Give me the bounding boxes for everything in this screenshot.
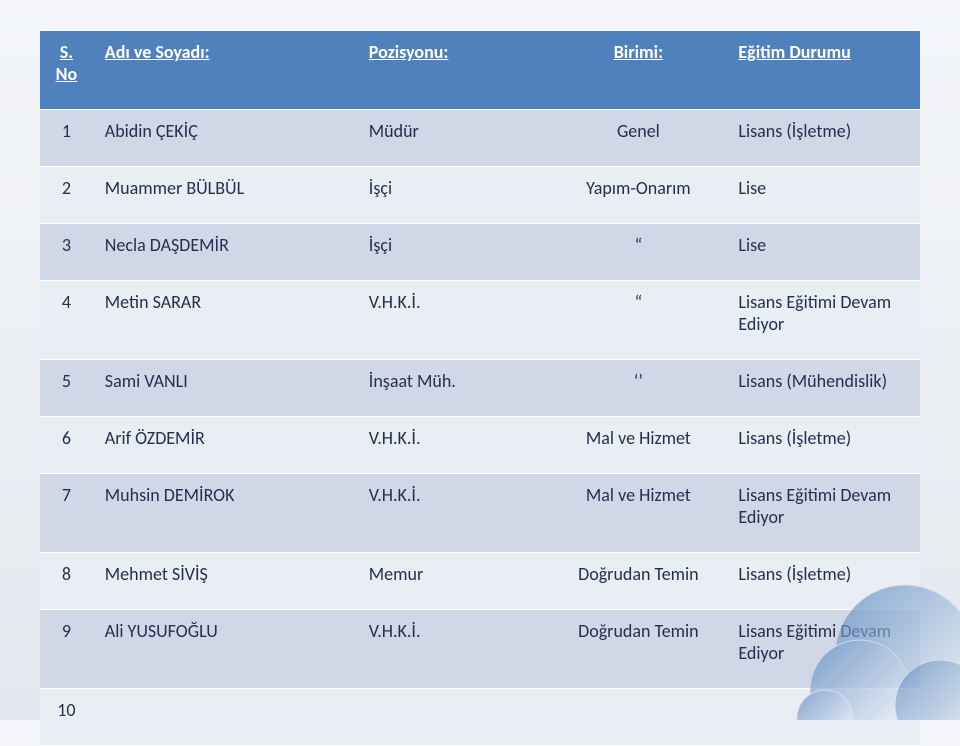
cell-pos: Memur	[357, 553, 551, 610]
col-header-name: Adı ve Soyadı:	[93, 31, 357, 110]
cell-edu: Lisans (Mühendislik)	[726, 360, 920, 417]
table-row: 9Ali YUSUFOĞLUV.H.K.İ.Doğrudan TeminLisa…	[40, 610, 920, 689]
cell-unit: Genel	[550, 110, 726, 167]
cell-unit: Doğrudan Temin	[550, 610, 726, 689]
cell-name: Mehmet SİVİŞ	[93, 553, 357, 610]
table-row: 2Muammer BÜLBÜLİşçiYapım-OnarımLise	[40, 167, 920, 224]
cell-name: Ali YUSUFOĞLU	[93, 610, 357, 689]
personnel-table: S. No Adı ve Soyadı: Pozisyonu: Birimi: …	[40, 30, 920, 746]
cell-no: 7	[40, 474, 93, 553]
cell-no: 5	[40, 360, 93, 417]
cell-name: Necla DAŞDEMİR	[93, 224, 357, 281]
cell-no: 1	[40, 110, 93, 167]
cell-edu: Lisans Eğitimi Devam Ediyor	[726, 281, 920, 360]
cell-pos: İnşaat Müh.	[357, 360, 551, 417]
cell-name: Muhsin DEMİROK	[93, 474, 357, 553]
cell-pos	[357, 689, 551, 746]
cell-edu: Lisans Eğitimi Devam Ediyor	[726, 610, 920, 689]
table-row: 4Metin SARARV.H.K.İ.“Lisans Eğitimi Deva…	[40, 281, 920, 360]
cell-no: 10	[40, 689, 93, 746]
cell-name	[93, 689, 357, 746]
table-row: 5Sami VANLIİnşaat Müh.‘’Lisans (Mühendis…	[40, 360, 920, 417]
cell-unit	[550, 689, 726, 746]
col-header-unit: Birimi:	[550, 31, 726, 110]
cell-pos: Müdür	[357, 110, 551, 167]
table-body: 1Abidin ÇEKİÇMüdürGenelLisans (İşletme)2…	[40, 110, 920, 746]
table-row: 10	[40, 689, 920, 746]
cell-name: Arif ÖZDEMİR	[93, 417, 357, 474]
cell-pos: V.H.K.İ.	[357, 417, 551, 474]
cell-edu: Lise	[726, 167, 920, 224]
cell-unit: Yapım-Onarım	[550, 167, 726, 224]
cell-name: Abidin ÇEKİÇ	[93, 110, 357, 167]
cell-pos: V.H.K.İ.	[357, 281, 551, 360]
cell-edu: Lise	[726, 224, 920, 281]
cell-edu	[726, 689, 920, 746]
table-row: 1Abidin ÇEKİÇMüdürGenelLisans (İşletme)	[40, 110, 920, 167]
cell-no: 3	[40, 224, 93, 281]
cell-unit: Mal ve Hizmet	[550, 417, 726, 474]
table-header-row: S. No Adı ve Soyadı: Pozisyonu: Birimi: …	[40, 31, 920, 110]
cell-unit: Doğrudan Temin	[550, 553, 726, 610]
cell-edu: Lisans (İşletme)	[726, 110, 920, 167]
table-row: 6Arif ÖZDEMİRV.H.K.İ.Mal ve HizmetLisans…	[40, 417, 920, 474]
cell-pos: V.H.K.İ.	[357, 610, 551, 689]
cell-no: 6	[40, 417, 93, 474]
cell-edu: Lisans (İşletme)	[726, 417, 920, 474]
slide: S. No Adı ve Soyadı: Pozisyonu: Birimi: …	[0, 0, 960, 720]
cell-no: 2	[40, 167, 93, 224]
cell-pos: İşçi	[357, 224, 551, 281]
cell-unit: ‘’	[550, 360, 726, 417]
cell-no: 9	[40, 610, 93, 689]
table-row: 3Necla DAŞDEMİRİşçi“Lise	[40, 224, 920, 281]
cell-name: Metin SARAR	[93, 281, 357, 360]
cell-unit: “	[550, 224, 726, 281]
cell-no: 4	[40, 281, 93, 360]
col-header-edu: Eğitim Durumu	[726, 31, 920, 110]
cell-pos: İşçi	[357, 167, 551, 224]
cell-name: Sami VANLI	[93, 360, 357, 417]
cell-edu: Lisans (İşletme)	[726, 553, 920, 610]
cell-unit: Mal ve Hizmet	[550, 474, 726, 553]
cell-unit: “	[550, 281, 726, 360]
table-row: 7Muhsin DEMİROKV.H.K.İ.Mal ve HizmetLisa…	[40, 474, 920, 553]
cell-name: Muammer BÜLBÜL	[93, 167, 357, 224]
col-header-no: S. No	[40, 31, 93, 110]
table-row: 8Mehmet SİVİŞMemurDoğrudan TeminLisans (…	[40, 553, 920, 610]
cell-no: 8	[40, 553, 93, 610]
col-header-pos: Pozisyonu:	[357, 31, 551, 110]
cell-pos: V.H.K.İ.	[357, 474, 551, 553]
cell-edu: Lisans Eğitimi Devam Ediyor	[726, 474, 920, 553]
